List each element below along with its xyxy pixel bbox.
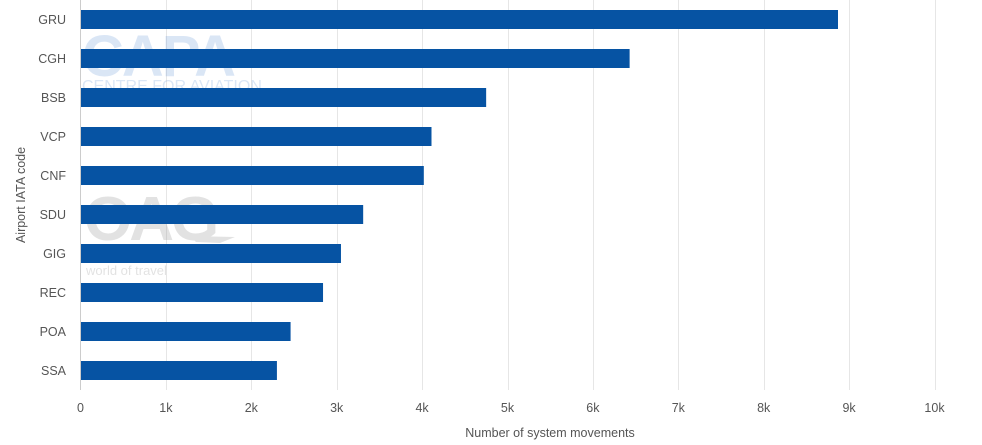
bars [80, 10, 838, 380]
bar-gru[interactable] [80, 10, 838, 29]
x-tick-label: 9k [842, 401, 856, 415]
x-tick-label: 5k [501, 401, 515, 415]
y-tick-label-vcp: VCP [40, 130, 66, 144]
x-tick-label: 10k [924, 401, 945, 415]
x-tick-labels: 0 1k 2k 3k 4k 5k 6k 7k 8k 9k 10k [77, 401, 945, 415]
y-tick-labels: GRU CGH BSB VCP CNF SDU GIG REC POA SSA [38, 13, 66, 378]
x-tick-label: 8k [757, 401, 771, 415]
y-tick-label-bsb: BSB [41, 91, 66, 105]
x-tick-label: 3k [330, 401, 344, 415]
y-tick-label-sdu: SDU [40, 208, 66, 222]
x-tick-label: 2k [245, 401, 259, 415]
bar-cgh[interactable] [80, 49, 630, 68]
plane-icon [190, 236, 235, 243]
x-tick-label: 0 [77, 401, 84, 415]
bar-vcp[interactable] [80, 127, 432, 146]
x-axis-title: Number of system movements [465, 426, 635, 440]
y-tick-label-gig: GIG [43, 247, 66, 261]
y-tick-label-poa: POA [40, 325, 67, 339]
bar-rec[interactable] [80, 283, 324, 302]
oag-tagline-text: world of travel [85, 263, 167, 278]
bar-poa[interactable] [80, 322, 291, 341]
x-tick-label: 6k [586, 401, 600, 415]
bar-bsb[interactable] [80, 88, 487, 107]
y-tick-label-cnf: CNF [40, 169, 66, 183]
x-tick-label: 7k [672, 401, 686, 415]
watermark-oag: OAG world of travel [84, 185, 235, 278]
y-tick-label-rec: REC [40, 286, 66, 300]
bar-sdu[interactable] [80, 205, 364, 224]
y-tick-label-cgh: CGH [38, 52, 66, 66]
y-tick-label-ssa: SSA [41, 364, 67, 378]
bar-gig[interactable] [80, 244, 341, 263]
bar-cnf[interactable] [80, 166, 424, 185]
y-axis-title: Airport IATA code [14, 147, 28, 243]
y-tick-label-gru: GRU [38, 13, 66, 27]
x-tick-label: 1k [159, 401, 173, 415]
bar-ssa[interactable] [80, 361, 277, 380]
x-tick-label: 4k [415, 401, 429, 415]
